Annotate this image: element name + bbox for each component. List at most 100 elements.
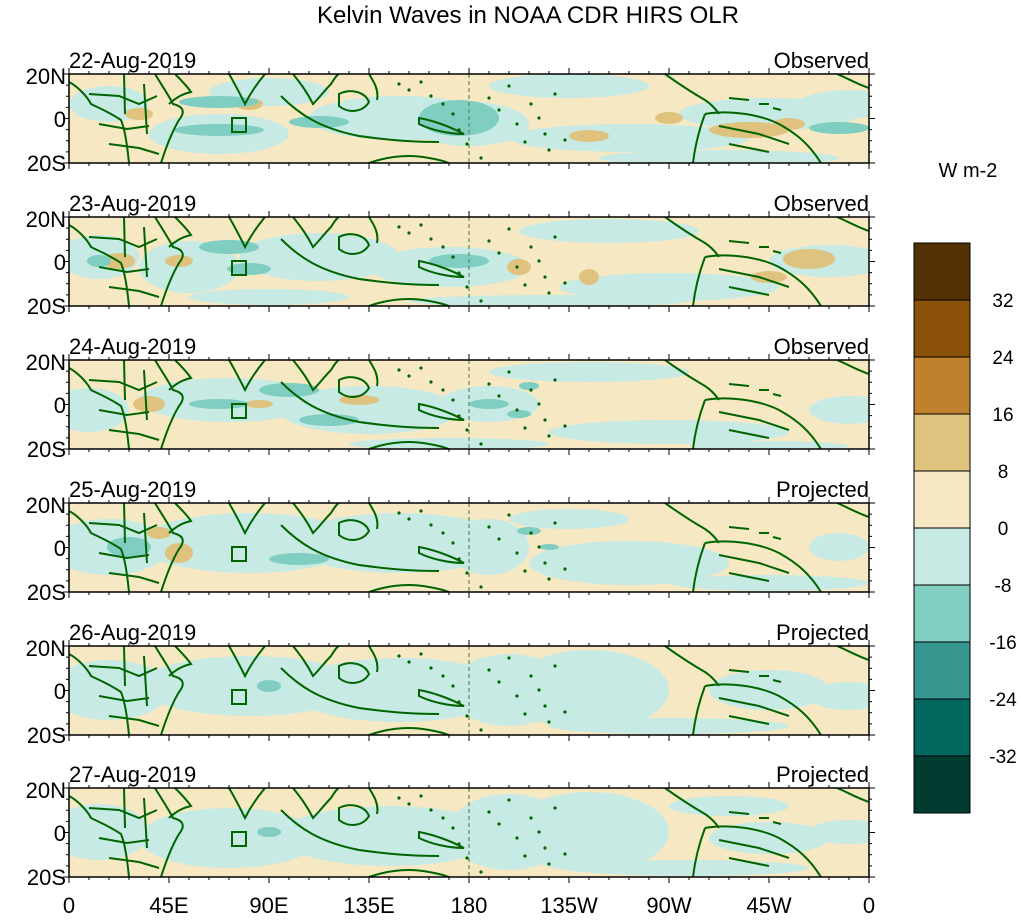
coastline <box>168 360 193 391</box>
lon-label: 90E <box>249 893 288 918</box>
anomaly-contour <box>809 122 869 134</box>
coastline <box>664 74 720 115</box>
island <box>465 142 469 146</box>
coastline <box>292 360 340 392</box>
coastline <box>228 74 266 107</box>
coastline <box>292 503 340 535</box>
anomaly-contour <box>289 116 349 128</box>
anomaly-contour <box>189 289 349 305</box>
island <box>523 569 527 573</box>
island <box>507 84 511 88</box>
anomaly-contour <box>227 263 271 275</box>
coastline <box>88 217 160 298</box>
anomaly-contour <box>809 533 869 561</box>
island <box>563 138 567 142</box>
island <box>497 680 501 684</box>
coastline <box>231 403 247 419</box>
island <box>407 231 411 235</box>
coastline <box>418 402 465 421</box>
island <box>543 132 547 136</box>
lat-label: 0 <box>54 107 66 132</box>
colorbar: 32 24 16 8 0 -8 -16 -24 -32 <box>913 242 1017 814</box>
lat-label: 20S <box>27 865 66 890</box>
island <box>397 368 401 372</box>
anomaly-contour <box>809 820 869 844</box>
coastline <box>154 503 184 592</box>
island <box>507 370 511 374</box>
anomaly-contour <box>519 219 699 243</box>
axis-ticks <box>63 782 875 883</box>
island <box>441 816 445 820</box>
colorbar-label: 0 <box>998 519 1009 540</box>
panel-status: Projected <box>776 620 869 645</box>
anomaly-map <box>63 68 875 169</box>
lon-label: 0 <box>863 893 875 918</box>
anomaly-contour <box>165 255 193 267</box>
island <box>407 660 411 664</box>
anomaly-contour <box>429 254 489 268</box>
island <box>479 870 483 874</box>
island <box>547 577 551 581</box>
coastline <box>88 74 160 155</box>
coastline <box>418 116 465 135</box>
coastline <box>718 411 790 439</box>
coastline <box>728 811 782 825</box>
coastline <box>88 360 160 441</box>
panel-status: Observed <box>774 48 869 73</box>
coastline <box>228 217 266 250</box>
map-panel: 22-Aug-2019 Observed 20N 0 20S <box>26 48 875 176</box>
island <box>553 806 557 810</box>
colorbar-swatch <box>913 299 971 358</box>
map-panel: 23-Aug-2019 Observed 20N 0 20S <box>26 191 875 319</box>
panel-status: Observed <box>774 191 869 216</box>
anomaly-contour <box>539 544 559 550</box>
coastline <box>280 238 440 286</box>
axis-ticks <box>63 640 875 741</box>
island <box>487 810 491 814</box>
colorbar-label: 16 <box>992 405 1013 426</box>
island <box>429 380 433 384</box>
anomaly-contour <box>69 388 129 432</box>
island <box>515 265 519 269</box>
coastline <box>836 360 869 375</box>
island <box>497 537 501 541</box>
map-panel: 25-Aug-2019 Projected 20N 0 20S <box>26 477 875 605</box>
island <box>553 378 557 382</box>
anomaly-contour <box>569 130 609 142</box>
coastline <box>168 646 193 677</box>
island <box>523 140 527 144</box>
panel-date: 22-Aug-2019 <box>69 48 196 73</box>
island <box>515 408 519 412</box>
colorbar-swatch <box>913 755 971 814</box>
anomaly-contour <box>139 241 239 293</box>
island <box>553 521 557 525</box>
anomaly-contour <box>165 543 193 563</box>
island <box>563 852 567 856</box>
coastline <box>718 268 790 296</box>
colorbar-swatch <box>913 641 971 700</box>
colorbar-label: 8 <box>998 462 1009 483</box>
panel-date: 26-Aug-2019 <box>69 620 196 645</box>
lat-label: 0 <box>54 393 66 418</box>
lon-label: 45E <box>149 893 188 918</box>
island <box>419 223 423 227</box>
coastline <box>728 240 782 254</box>
coastline <box>338 646 379 684</box>
anomaly-contour <box>751 271 787 283</box>
panel-date: 25-Aug-2019 <box>69 477 196 502</box>
island <box>429 666 433 670</box>
colorbar-label: -24 <box>989 690 1017 711</box>
island <box>451 541 455 545</box>
island <box>407 517 411 521</box>
anomaly-contour <box>489 362 689 382</box>
anomaly-contour <box>599 150 839 163</box>
island <box>543 418 547 422</box>
coastline <box>692 397 822 449</box>
coastline <box>69 224 130 306</box>
island <box>479 299 483 303</box>
coastline <box>338 74 379 112</box>
coastline <box>718 125 790 153</box>
coastline <box>728 669 782 683</box>
anomaly-contour <box>709 822 829 854</box>
island <box>465 428 469 432</box>
